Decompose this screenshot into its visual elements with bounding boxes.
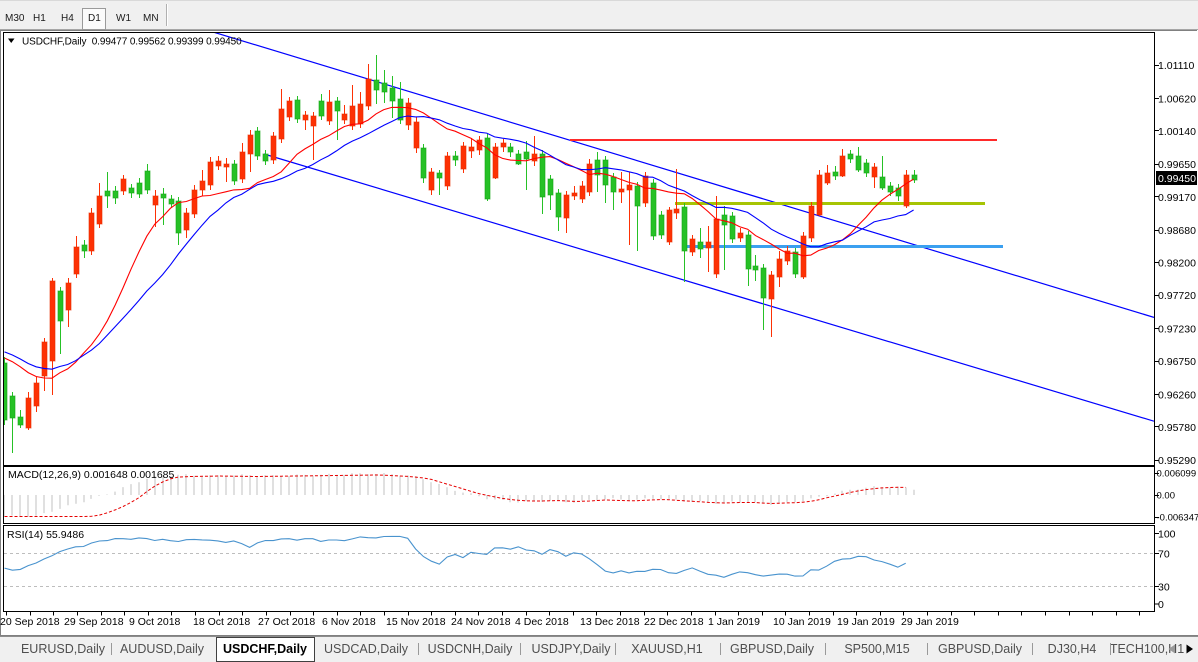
svg-text:DJ30,H4: DJ30,H4 (1048, 642, 1097, 656)
svg-text:10 Jan 2019: 10 Jan 2019 (773, 616, 831, 628)
svg-text:1.00620: 1.00620 (1158, 93, 1196, 105)
svg-text:0.95290: 0.95290 (1158, 455, 1196, 467)
svg-text:GBPUSD,Daily: GBPUSD,Daily (938, 642, 1023, 656)
svg-text:USDCHF,Daily 0.99477 0.99562: USDCHF,Daily 0.99477 0.99562 0.99399 0.9… (22, 37, 242, 48)
svg-text:13 Dec 2018: 13 Dec 2018 (580, 616, 640, 628)
svg-text:0: 0 (1158, 599, 1164, 611)
svg-text:USDCHF,Daily: USDCHF,Daily (223, 642, 307, 656)
svg-text:100: 100 (1158, 529, 1176, 541)
svg-text:TECH100,H1: TECH100,H1 (1110, 642, 1184, 656)
svg-text:15 Nov 2018: 15 Nov 2018 (386, 616, 446, 628)
svg-text:0.006099: 0.006099 (1157, 469, 1197, 480)
svg-text:H4: H4 (61, 13, 74, 24)
svg-text:0.99450: 0.99450 (1158, 173, 1196, 185)
svg-text:MN: MN (143, 13, 159, 24)
svg-text:0.97720: 0.97720 (1158, 290, 1196, 302)
svg-text:GBPUSD,Daily: GBPUSD,Daily (730, 642, 815, 656)
svg-text:SP500,M15: SP500,M15 (844, 642, 909, 656)
svg-text:19 Jan 2019: 19 Jan 2019 (837, 616, 895, 628)
svg-text:20 Sep 2018: 20 Sep 2018 (0, 616, 60, 628)
svg-text:22 Dec 2018: 22 Dec 2018 (644, 616, 704, 628)
svg-text:RSI(14) 55.9486: RSI(14) 55.9486 (7, 529, 84, 541)
svg-text:9 Oct 2018: 9 Oct 2018 (129, 616, 181, 628)
svg-text:1.00140: 1.00140 (1158, 126, 1196, 138)
svg-text:30: 30 (1158, 582, 1170, 594)
svg-text:1.01110: 1.01110 (1158, 60, 1195, 72)
svg-text:0.97230: 0.97230 (1158, 324, 1196, 336)
svg-text:-0.006347: -0.006347 (1157, 513, 1198, 524)
svg-text:27 Oct 2018: 27 Oct 2018 (258, 616, 315, 628)
svg-text:H1: H1 (33, 13, 46, 24)
svg-text:XAUUSD,H1: XAUUSD,H1 (631, 642, 703, 656)
svg-text:24 Nov 2018: 24 Nov 2018 (451, 616, 511, 628)
svg-text:W1: W1 (116, 13, 131, 24)
svg-text:0.99650: 0.99650 (1158, 159, 1196, 171)
svg-text:0.98680: 0.98680 (1158, 225, 1196, 237)
svg-text:70: 70 (1158, 549, 1170, 561)
svg-text:MACD(12,26,9) 0.001648 0.00168: MACD(12,26,9) 0.001648 0.001685 (8, 469, 175, 481)
svg-text:0.96260: 0.96260 (1158, 389, 1196, 401)
svg-text:USDCNH,Daily: USDCNH,Daily (428, 642, 513, 656)
svg-text:AUDUSD,Daily: AUDUSD,Daily (120, 642, 205, 656)
svg-text:4 Dec 2018: 4 Dec 2018 (515, 616, 569, 628)
svg-text:USDCAD,Daily: USDCAD,Daily (324, 642, 409, 656)
svg-text:M30: M30 (5, 13, 25, 24)
svg-text:USDJPY,Daily: USDJPY,Daily (532, 642, 612, 656)
svg-text:0.96750: 0.96750 (1158, 356, 1196, 368)
svg-text:29 Sep 2018: 29 Sep 2018 (64, 616, 124, 628)
svg-text:0.00: 0.00 (1157, 491, 1176, 502)
svg-text:1 Jan 2019: 1 Jan 2019 (708, 616, 760, 628)
svg-text:0.98200: 0.98200 (1158, 258, 1196, 270)
svg-text:6 Nov 2018: 6 Nov 2018 (322, 616, 376, 628)
svg-text:29 Jan 2019: 29 Jan 2019 (901, 616, 959, 628)
svg-text:EURUSD,Daily: EURUSD,Daily (21, 642, 106, 656)
svg-text:0.99170: 0.99170 (1158, 192, 1196, 204)
svg-text:0.95780: 0.95780 (1158, 422, 1196, 434)
svg-text:D1: D1 (88, 13, 101, 24)
svg-text:18 Oct 2018: 18 Oct 2018 (193, 616, 250, 628)
